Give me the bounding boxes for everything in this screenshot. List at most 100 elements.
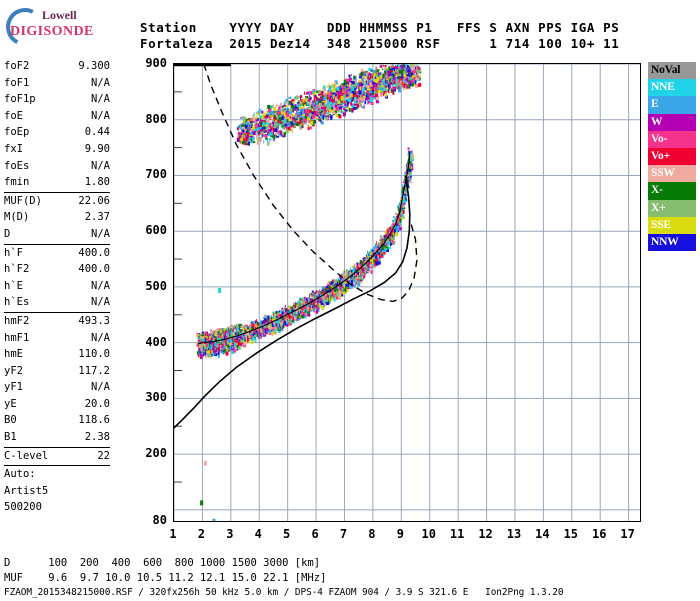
- parameter-key: fmin: [4, 174, 29, 191]
- auto-version: 500200: [4, 499, 110, 516]
- legend-swatch-nnw[interactable]: NNW: [648, 234, 696, 251]
- parameter-key: h`F: [4, 245, 23, 262]
- legend-swatch-sse[interactable]: SSE: [648, 217, 696, 234]
- legend-swatch-vo[interactable]: Vo-: [648, 131, 696, 148]
- parameter-value: N/A: [91, 294, 110, 311]
- y-axis-tick-label: 600: [127, 223, 167, 237]
- parameter-value: N/A: [91, 379, 110, 396]
- parameter-value: N/A: [91, 278, 110, 295]
- parameter-value: 400.0: [78, 245, 110, 262]
- legend-swatch-x[interactable]: X-: [648, 182, 696, 199]
- parameter-key: foF1: [4, 75, 29, 92]
- parameter-key: fxI: [4, 141, 23, 158]
- parameter-value: 0.44: [85, 124, 110, 141]
- parameter-value: N/A: [91, 91, 110, 108]
- lowell-digisonde-logo: Lowell DIGISONDE: [4, 6, 112, 46]
- parameter-key: M(D): [4, 209, 29, 226]
- x-axis-tick-label: 5: [275, 527, 299, 541]
- parameter-key: h`F2: [4, 261, 29, 278]
- x-axis-tick-label: 17: [616, 527, 640, 541]
- y-axis-tick-label: 300: [127, 390, 167, 404]
- electron-density-profile-curve: [174, 176, 410, 428]
- auto-label: Auto:: [4, 466, 110, 483]
- parameter-row: h`F2 400.0: [4, 261, 110, 278]
- footer-muf-row: MUF 9.6 9.7 10.0 10.5 11.2 12.1 15.0 22.…: [4, 572, 326, 584]
- parameter-key: hmF2: [4, 313, 29, 330]
- parameter-row: foEp 0.44: [4, 124, 110, 141]
- x-axis-tick-label: 16: [587, 527, 611, 541]
- logo-digisonde-text: DIGISONDE: [10, 24, 94, 40]
- y-axis-tick-label: 800: [127, 112, 167, 126]
- header-labels-row: Station YYYY DAY DDD HHMMSS P1 FFS S AXN…: [140, 20, 619, 35]
- footer-file-row: FZAOM_2015348215000.RSF / 320fx256h 50 k…: [4, 587, 563, 598]
- ionogram-plot: [173, 63, 641, 522]
- parameter-value: N/A: [91, 108, 110, 125]
- y-axis-tick-label: 200: [127, 446, 167, 460]
- x-axis-tick-label: 1: [161, 527, 185, 541]
- x-axis-tick-label: 6: [303, 527, 327, 541]
- parameter-value: 1.80: [85, 174, 110, 191]
- station-header: Station YYYY DAY DDD HHMMSS P1 FFS S AXN…: [140, 20, 619, 52]
- parameter-row: fmin 1.80: [4, 174, 110, 191]
- parameter-key: foEp: [4, 124, 29, 141]
- parameter-value: 9.300: [78, 58, 110, 75]
- legend-swatch-ssw[interactable]: SSW: [648, 165, 696, 182]
- parameter-key: h`Es: [4, 294, 29, 311]
- parameter-value: 117.2: [78, 363, 110, 380]
- header-values-row: Fortaleza 2015 Dez14 348 215000 RSF 1 71…: [140, 36, 619, 51]
- x-axis-tick-label: 12: [474, 527, 498, 541]
- legend-swatch-vo[interactable]: Vo+: [648, 148, 696, 165]
- parameter-key: yF2: [4, 363, 23, 380]
- legend-swatch-e[interactable]: E: [648, 96, 696, 113]
- parameter-key: MUF(D): [4, 193, 42, 210]
- parameter-row: yF1 N/A: [4, 379, 110, 396]
- parameter-row: h`F 400.0: [4, 245, 110, 262]
- legend-swatch-x[interactable]: X+: [648, 200, 696, 217]
- parameter-row: h`Es N/A: [4, 294, 110, 311]
- x-axis-tick-label: 9: [388, 527, 412, 541]
- parameter-key: foE: [4, 108, 23, 125]
- echo-scatter-spread-f: [237, 64, 421, 146]
- parameter-key: yE: [4, 396, 17, 413]
- parameter-key: foF1p: [4, 91, 36, 108]
- parameter-value: 2.37: [85, 209, 110, 226]
- legend-swatch-nne[interactable]: NNE: [648, 79, 696, 96]
- parameter-key: hmE: [4, 346, 23, 363]
- y-axis-tick-label: 80: [127, 513, 167, 527]
- parameter-value: N/A: [91, 226, 110, 243]
- auto-program: Artist5: [4, 483, 110, 500]
- ionogram-canvas: [174, 64, 640, 521]
- parameter-row: foE N/A: [4, 108, 110, 125]
- y-axis-tick-label: 400: [127, 335, 167, 349]
- parameter-value: 22: [97, 448, 110, 465]
- logo-lowell-text: Lowell: [42, 8, 77, 23]
- parameter-value: 400.0: [78, 261, 110, 278]
- footer-distance-row: D 100 200 400 600 800 1000 1500 3000 [km…: [4, 557, 320, 569]
- legend-swatch-w[interactable]: W: [648, 114, 696, 131]
- parameter-key: yF1: [4, 379, 23, 396]
- legend-swatch-noval[interactable]: NoVal: [648, 62, 696, 79]
- y-axis-tick-label: 700: [127, 167, 167, 181]
- parameter-value: 22.06: [78, 193, 110, 210]
- parameter-row: M(D) 2.37: [4, 209, 110, 226]
- y-axis-tick-label: 500: [127, 279, 167, 293]
- x-axis-tick-label: 14: [530, 527, 554, 541]
- isolated-echo-points: [200, 288, 221, 521]
- echo-scatter-main-trace: [196, 148, 414, 360]
